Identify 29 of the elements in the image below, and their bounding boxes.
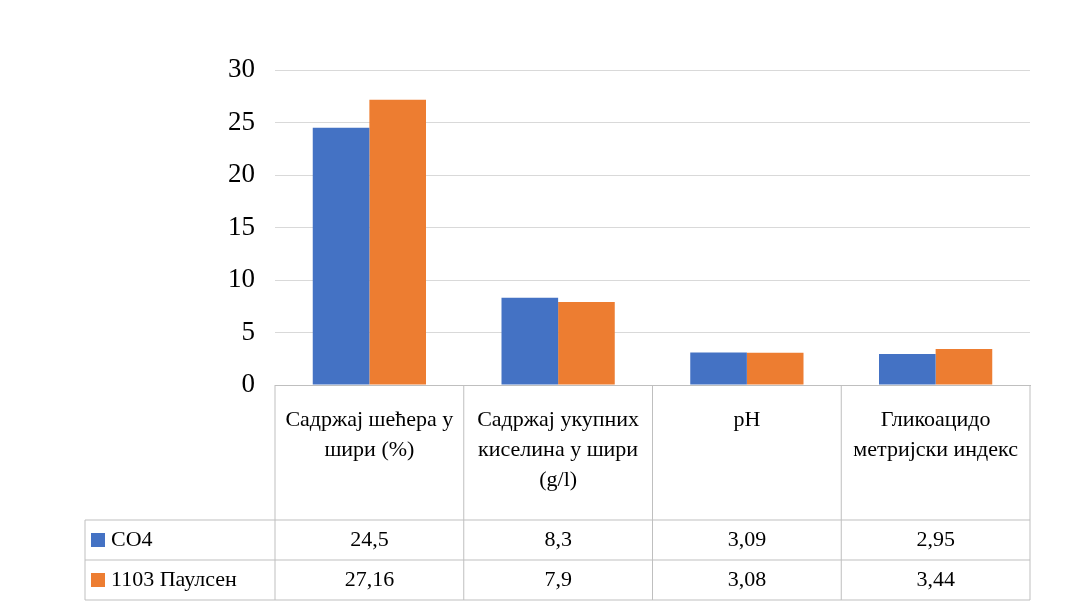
data-label: 3,09 bbox=[727, 525, 767, 551]
y-tick-label: 20 bbox=[228, 158, 255, 189]
data-label: 8,3 bbox=[544, 525, 572, 551]
data-label: 7,9 bbox=[544, 565, 572, 591]
y-tick-label: 0 bbox=[241, 368, 255, 399]
y-tick-label: 30 bbox=[228, 53, 255, 84]
legend-label: 1103 Паулсен bbox=[111, 565, 238, 591]
legend-label: CO4 bbox=[111, 525, 153, 551]
bar bbox=[879, 354, 936, 385]
x-tick-label: Садржај шећера у шири (%) bbox=[285, 405, 454, 461]
y-tick-label: 15 bbox=[228, 210, 255, 241]
y-tick-label: 25 bbox=[228, 105, 255, 136]
data-label: 3,08 bbox=[727, 565, 767, 591]
bar bbox=[746, 352, 804, 385]
bar bbox=[935, 348, 993, 385]
x-tick-label: Гликоацидо метријски индекс bbox=[853, 405, 1019, 461]
bar bbox=[558, 302, 615, 385]
y-tick-label: 5 bbox=[241, 315, 255, 346]
x-tick-label: Садржај укупних киселина у шири (g/l) bbox=[477, 405, 640, 491]
bar bbox=[501, 297, 559, 385]
x-tick-label: pH bbox=[733, 405, 761, 431]
bar bbox=[369, 99, 426, 385]
bar bbox=[690, 352, 747, 385]
data-label: 2,95 bbox=[916, 525, 955, 551]
data-label: 27,16 bbox=[344, 565, 395, 591]
data-label: 24,5 bbox=[350, 525, 389, 551]
data-label: 3,44 bbox=[916, 565, 955, 591]
y-tick-label: 10 bbox=[228, 263, 255, 294]
bar bbox=[312, 127, 370, 385]
